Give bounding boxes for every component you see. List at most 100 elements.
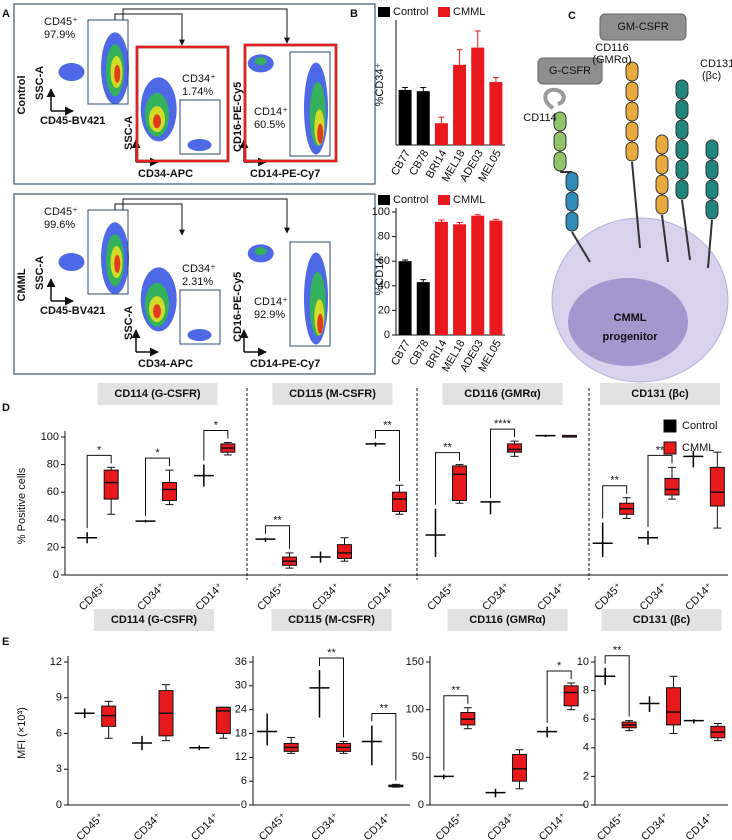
bar	[398, 261, 412, 335]
y-axis-label: CD16-PE-Cy5	[232, 82, 244, 152]
bar	[489, 82, 503, 145]
y-tick-label: 100	[41, 431, 59, 443]
significance-bracket	[375, 430, 400, 482]
y-tick-label: 60	[378, 255, 390, 267]
y-axis-label: SSC-A	[123, 116, 135, 150]
y-tick-label: 3	[56, 763, 62, 775]
receptor-domain	[655, 174, 669, 195]
gate-label: CD45⁺	[44, 16, 78, 28]
receptor-domain	[705, 159, 719, 180]
panel-title: CD114 (G-CSFR)	[114, 388, 201, 400]
complex-label: G-CSFR	[549, 65, 591, 77]
legend-swatch	[378, 7, 390, 17]
density-blob	[153, 114, 161, 129]
y-tick-label: 80	[378, 231, 390, 243]
receptor-domain	[705, 179, 719, 200]
receptor-domain	[625, 81, 639, 102]
y-tick-label: 0	[583, 799, 589, 811]
y-axis-label: MFI (×10³)	[16, 707, 28, 759]
chain-label: (βc)	[702, 70, 721, 82]
cell-label: CMML	[614, 312, 647, 324]
bar	[453, 64, 467, 145]
x-tick-label: CD34⁺	[485, 811, 518, 840]
box	[507, 443, 522, 453]
y-axis-label: %CD34⁺	[374, 62, 386, 106]
x-axis-label: CD34-APC	[138, 168, 193, 180]
legend-label: CMML	[453, 194, 485, 206]
y-tick-label: 6	[56, 727, 62, 739]
nucleus	[568, 278, 688, 366]
significance-label: *	[557, 660, 562, 672]
panel-letter: E	[2, 636, 9, 648]
panel-header	[271, 609, 392, 631]
gate-arrow	[122, 8, 290, 44]
bar	[416, 282, 430, 335]
x-tick-label: CD34⁺	[639, 811, 672, 840]
box	[103, 469, 119, 500]
bar	[398, 89, 412, 145]
receptor-domain	[553, 151, 567, 172]
panel-letter: B	[350, 8, 358, 20]
panel-header	[94, 609, 214, 631]
legend-swatch	[378, 195, 390, 205]
y-tick-label: 150	[406, 656, 424, 668]
x-axis-label: CD45-BV421	[40, 115, 105, 127]
significance-label: *	[155, 447, 160, 459]
y-tick-label: 100	[406, 704, 424, 716]
panel-title: CD131 (βc)	[631, 388, 689, 400]
complex-label: GM-CSFR	[617, 21, 668, 33]
x-tick-label: CD34⁺	[309, 811, 342, 840]
bar	[416, 91, 430, 145]
x-axis-label: CD34-APC	[138, 358, 193, 370]
significance-bracket	[145, 457, 170, 516]
x-tick-label: CD14⁺	[189, 811, 222, 840]
bar	[434, 221, 448, 335]
receptor-domain	[655, 134, 669, 155]
legend-label: Control	[393, 6, 428, 18]
x-axis-label: CD14-PE-Cy7	[250, 358, 320, 370]
flow-row-frame	[13, 3, 376, 185]
y-tick-label: 36	[235, 656, 247, 668]
significance-bracket	[604, 655, 630, 717]
significance-label: **	[380, 702, 389, 714]
box	[709, 466, 725, 507]
chain-label: CD114	[523, 112, 556, 124]
cell-label: progenitor	[603, 331, 659, 343]
density-blob	[317, 123, 324, 144]
x-axis-label: CD14-PE-Cy7	[250, 168, 320, 180]
receptor-domain	[675, 139, 689, 160]
complex-box	[537, 57, 603, 85]
y-tick-label: 50	[412, 751, 424, 763]
chain-label: CD116	[595, 42, 628, 54]
y-tick-label: 0	[53, 569, 59, 581]
x-tick-label: CD45⁺	[74, 811, 107, 840]
gate-percent: 60.5%	[254, 119, 285, 131]
panel-header	[447, 609, 568, 631]
panel-title: CD114 (G-CSFR)	[111, 614, 198, 626]
legend-label: Control	[393, 194, 428, 206]
x-tick-label: CD45⁺	[425, 581, 458, 614]
panel-header	[97, 383, 218, 405]
receptor-domain	[675, 99, 689, 120]
x-tick-label: CD14⁺	[362, 811, 395, 840]
receptor-domain	[625, 141, 639, 162]
receptor-domain	[625, 61, 639, 82]
density-blob	[114, 254, 121, 273]
significance-bracket	[86, 454, 112, 529]
receptor-stem	[681, 199, 691, 261]
density-blob	[187, 139, 212, 152]
y-axis-label: SSC-A	[123, 306, 135, 340]
density-blob	[317, 313, 324, 334]
x-tick-label: CD34⁺	[638, 581, 671, 614]
chain-label: (GMRα)	[592, 54, 631, 66]
gate	[179, 99, 221, 155]
gate-label: CD34⁺	[182, 73, 216, 85]
gate-label: CD34⁺	[182, 263, 216, 275]
receptor-domain	[705, 199, 719, 220]
plot-frame	[135, 45, 230, 163]
significance-label: ****	[494, 418, 512, 430]
box	[162, 482, 177, 501]
chain-label: CD131	[700, 58, 732, 70]
y-tick-label: 0	[241, 799, 247, 811]
